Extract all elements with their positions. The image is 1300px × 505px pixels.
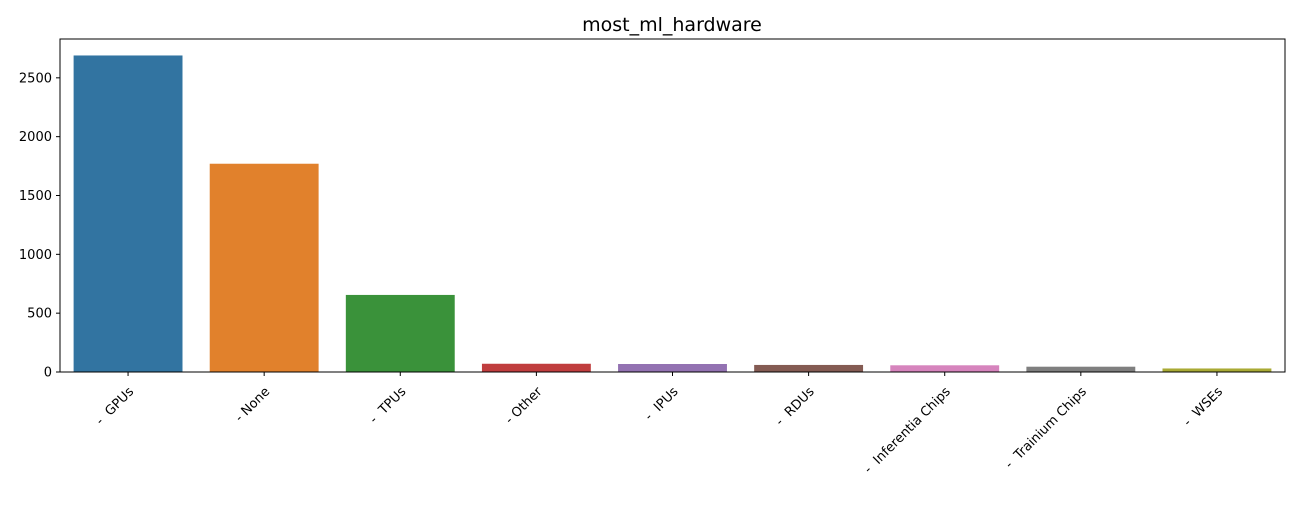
x-tick-label: - RDUs: [770, 384, 818, 432]
bar: [618, 364, 727, 372]
bar: [754, 364, 864, 372]
y-tick-label: 2000: [19, 130, 52, 145]
bar: [345, 294, 455, 372]
y-tick-label: 1500: [19, 189, 52, 204]
y-tick-label: 2500: [19, 71, 52, 86]
y-tick-label: 500: [27, 307, 52, 322]
x-tick-label: - GPUs: [90, 384, 137, 431]
plot-frame: [59, 38, 1286, 373]
bar: [73, 55, 183, 372]
bar: [481, 363, 591, 372]
x-axis: - GPUs - None - TPUs - Other - IPUs - RD…: [90, 372, 1226, 480]
y-axis: 0 500 1000 1500 2000 2500: [19, 71, 60, 381]
bar: [1162, 368, 1272, 372]
x-tick-label: - Other: [500, 384, 546, 430]
bars: [73, 55, 1272, 372]
bar: [890, 365, 1000, 372]
x-tick-label: - Inferentia Chips: [858, 384, 953, 479]
y-tick-label: 1000: [19, 248, 52, 263]
x-tick-label: - IPUs: [639, 384, 682, 427]
chart-title: most_ml_hardware: [582, 14, 762, 36]
x-tick-label: - Trainium Chips: [999, 384, 1090, 475]
x-tick-label: - WSEs: [1178, 384, 1226, 432]
x-tick-label: - None: [229, 384, 273, 428]
x-tick-label: - TPUs: [364, 384, 410, 430]
bar: [1026, 366, 1136, 372]
bar: [209, 163, 319, 372]
y-tick-label: 0: [44, 366, 52, 381]
